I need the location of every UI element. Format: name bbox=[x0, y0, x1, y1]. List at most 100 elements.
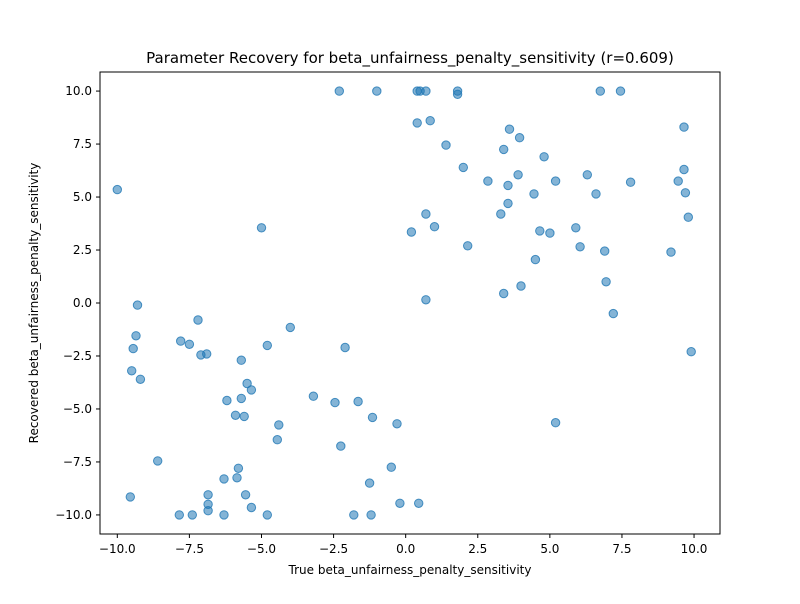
scatter-point-23 bbox=[550, 176, 561, 186]
y-tick-label-8: 10.0 bbox=[65, 84, 92, 98]
scatter-point-65 bbox=[135, 374, 146, 384]
scatter-point-61 bbox=[262, 340, 272, 351]
scatter-point-28 bbox=[591, 189, 601, 199]
plot-area-frame bbox=[99, 71, 721, 535]
scatter-point-84 bbox=[232, 473, 242, 483]
scatter-point-76 bbox=[274, 420, 284, 430]
scatter-point-43 bbox=[516, 281, 526, 291]
scatter-point-74 bbox=[239, 411, 249, 422]
scatter-point-53 bbox=[131, 331, 141, 341]
scatter-point-11 bbox=[504, 124, 515, 134]
scatter-point-45 bbox=[499, 288, 509, 299]
scatter-point-20 bbox=[679, 164, 689, 175]
scatter-point-93 bbox=[414, 498, 424, 508]
scatter-point-0 bbox=[334, 86, 344, 96]
scatter-point-14 bbox=[514, 133, 525, 143]
scatter-point-16 bbox=[539, 152, 549, 162]
scatter-point-82 bbox=[386, 462, 396, 472]
scatter-point-1 bbox=[372, 86, 382, 96]
scatter-point-75 bbox=[367, 412, 378, 423]
scatter-point-97 bbox=[262, 510, 272, 520]
scatter-point-55 bbox=[193, 315, 203, 325]
scatter-point-29 bbox=[503, 198, 513, 209]
scatter-point-58 bbox=[184, 339, 195, 349]
scatter-point-72 bbox=[353, 396, 363, 407]
scatter-point-88 bbox=[125, 492, 136, 502]
scatter-point-51 bbox=[256, 223, 267, 233]
scatter-point-49 bbox=[550, 418, 561, 428]
scatter-point-52 bbox=[132, 300, 143, 310]
scatter-point-85 bbox=[364, 478, 375, 488]
scatter-point-32 bbox=[683, 212, 693, 222]
scatter-point-90 bbox=[246, 502, 257, 513]
scatter-point-18 bbox=[582, 170, 592, 180]
axes-layer: −10.0 −7.5 −5.0 −2.5 0.0 2.5 5.0 7.5 10.0 −10.0 −7… bbox=[55, 84, 707, 556]
x-tick-label-0: −10.0 bbox=[99, 542, 136, 556]
scatter-point-96 bbox=[219, 510, 229, 520]
scatter-point-69 bbox=[222, 395, 232, 406]
y-tick-label-7: 7.5 bbox=[73, 137, 92, 151]
scatter-point-57 bbox=[176, 336, 186, 346]
scatter-point-42 bbox=[666, 247, 676, 257]
scatter-point-36 bbox=[545, 228, 555, 238]
scatter-point-26 bbox=[680, 188, 691, 198]
y-tick-label-5: 2.5 bbox=[73, 243, 92, 257]
scatter-point-15 bbox=[499, 144, 509, 155]
scatter-point-31 bbox=[496, 209, 506, 219]
scatter-point-25 bbox=[673, 176, 683, 186]
x-tick-label-6: 5.0 bbox=[540, 542, 559, 556]
scatter-point-91 bbox=[203, 506, 213, 516]
x-tick-label-3: −2.5 bbox=[319, 542, 348, 556]
y-axis-label: Recovered beta_unfairness_penalty_sensit… bbox=[27, 163, 41, 444]
scatter-point-56 bbox=[285, 322, 295, 333]
scatter-point-60 bbox=[202, 349, 212, 359]
scatter-point-19 bbox=[513, 170, 523, 180]
scatter-point-34 bbox=[406, 227, 417, 237]
scatter-point-13 bbox=[441, 140, 451, 150]
chart-title: Parameter Recovery for beta_unfairness_p… bbox=[146, 49, 674, 68]
x-tick-label-1: −7.5 bbox=[175, 542, 204, 556]
scatter-point-98 bbox=[349, 510, 359, 520]
scatter-point-92 bbox=[395, 498, 405, 508]
scatter-point-54 bbox=[128, 343, 138, 354]
y-tick-label-6: 5.0 bbox=[73, 190, 92, 204]
y-tick-label-4: 0.0 bbox=[73, 296, 92, 310]
scatter-point-94 bbox=[174, 510, 185, 520]
scatter-point-22 bbox=[503, 180, 513, 191]
scatter-point-30 bbox=[421, 209, 431, 219]
scatter-point-48 bbox=[686, 347, 696, 357]
scatter-point-41 bbox=[600, 246, 610, 256]
scatter-point-37 bbox=[571, 223, 581, 233]
scatter-point-83 bbox=[219, 474, 229, 484]
scatter-point-6 bbox=[452, 89, 463, 100]
scatter-point-40 bbox=[530, 254, 541, 265]
scatter-point-38 bbox=[463, 241, 473, 251]
scatter-point-46 bbox=[421, 295, 431, 305]
scatter-point-27 bbox=[529, 189, 539, 199]
scatter-point-4 bbox=[421, 86, 431, 96]
scatter-point-95 bbox=[187, 510, 198, 520]
scatter-point-44 bbox=[601, 277, 611, 287]
points-layer bbox=[112, 86, 696, 520]
scatter-point-17 bbox=[458, 162, 468, 173]
scatter-point-62 bbox=[340, 342, 350, 353]
scatter-point-50 bbox=[112, 184, 123, 195]
scatter-point-70 bbox=[236, 393, 247, 404]
scatter-point-9 bbox=[412, 118, 422, 128]
scatter-point-67 bbox=[246, 385, 257, 395]
scatter-point-79 bbox=[336, 441, 346, 451]
scatter-point-21 bbox=[483, 176, 493, 186]
scatter-point-99 bbox=[366, 510, 376, 520]
scatter-point-12 bbox=[679, 122, 689, 132]
scatter-point-73 bbox=[230, 410, 241, 420]
scatter-point-81 bbox=[233, 463, 244, 473]
scatter-point-71 bbox=[330, 397, 340, 408]
y-tick-label-0: −10.0 bbox=[55, 508, 92, 522]
scatter-point-10 bbox=[425, 116, 435, 126]
x-tick-label-8: 10.0 bbox=[681, 542, 708, 556]
scatter-point-63 bbox=[236, 355, 247, 365]
scatter-point-80 bbox=[153, 456, 163, 466]
scatter-point-68 bbox=[308, 391, 319, 401]
